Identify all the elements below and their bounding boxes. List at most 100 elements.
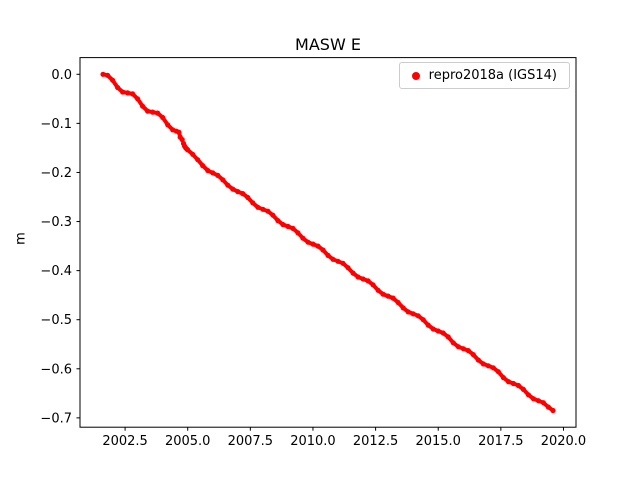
data-point [350, 270, 356, 276]
data-point [520, 386, 527, 392]
y-tick-label: −0.2 [40, 166, 72, 181]
data-point [440, 330, 446, 336]
data-point [500, 375, 506, 381]
y-tick-label: −0.7 [40, 411, 72, 426]
data-point [200, 163, 206, 169]
x-tick-label: 2007.5 [228, 434, 274, 449]
data-point [445, 334, 451, 340]
data-point [225, 182, 231, 188]
data-point [145, 108, 151, 114]
data-point [470, 352, 476, 358]
x-tick-label: 2010.0 [290, 434, 336, 449]
data-point [415, 313, 421, 319]
data-point [205, 167, 211, 174]
data-point [525, 392, 532, 398]
y-tick-label: 0.0 [51, 68, 72, 83]
data-point [295, 230, 301, 236]
data-point [190, 151, 196, 157]
data-point [540, 400, 547, 406]
data-point [150, 109, 156, 115]
x-tick-label: 2005.0 [165, 434, 211, 449]
data-point [335, 258, 341, 264]
data-point [435, 328, 441, 334]
data-point [110, 77, 116, 83]
data-point [155, 110, 161, 116]
data-point [320, 247, 326, 253]
data-point [365, 278, 371, 284]
data-point [405, 309, 411, 315]
data-point [135, 96, 141, 102]
data-point [176, 129, 182, 135]
data-point [195, 157, 201, 163]
data-point [325, 252, 331, 258]
data-point [290, 225, 296, 231]
data-point [280, 221, 286, 228]
data-point [160, 114, 166, 121]
data-point [115, 84, 121, 91]
data-point [250, 200, 256, 206]
data-point [450, 340, 456, 346]
x-tick-label: 2020.0 [541, 434, 587, 449]
data-point [355, 274, 361, 280]
data-point [550, 407, 556, 414]
data-point [495, 369, 501, 375]
data-point [465, 348, 471, 354]
legend-label: repro2018a (IGS14) [428, 68, 557, 83]
data-point [380, 291, 386, 297]
data-point [305, 239, 311, 245]
data-point [210, 170, 216, 176]
y-tick-label: −0.5 [40, 313, 72, 328]
data-point [230, 186, 236, 192]
data-point [330, 256, 336, 262]
data-point [360, 276, 366, 282]
x-tick-label: 2017.5 [478, 434, 524, 449]
data-point [490, 365, 496, 371]
data-point [265, 208, 271, 214]
data-point [315, 243, 321, 249]
legend-marker-icon [411, 71, 420, 80]
x-tick-label: 2015.0 [415, 434, 461, 449]
data-point [130, 91, 136, 97]
data-point [120, 89, 126, 95]
data-point [105, 72, 111, 78]
plot-title: MASW E [295, 35, 361, 54]
data-point [455, 344, 461, 350]
data-point [245, 194, 251, 201]
data-point [165, 122, 171, 128]
data-point [485, 363, 491, 369]
data-point [425, 322, 431, 328]
data-point [300, 235, 306, 241]
data-point [185, 147, 191, 153]
data-point [270, 212, 276, 218]
data-point [125, 90, 131, 96]
data-point [255, 204, 261, 210]
data-point [345, 265, 351, 271]
data-point [375, 287, 381, 293]
data-point [390, 295, 396, 301]
data-point [420, 317, 426, 323]
y-tick-label: −0.1 [40, 117, 72, 132]
data-point [385, 293, 391, 299]
data-point [475, 357, 481, 363]
data-point [260, 206, 266, 212]
x-tick-label: 2012.5 [353, 434, 399, 449]
data-point [430, 326, 436, 332]
data-point [510, 380, 516, 387]
y-tick-label: −0.6 [40, 362, 72, 377]
data-point [140, 103, 146, 109]
x-tick-label: 2002.5 [102, 434, 148, 449]
data-point [220, 177, 226, 183]
data-point [310, 241, 316, 247]
data-point [100, 71, 106, 77]
legend: repro2018a (IGS14) [398, 62, 570, 89]
axes-frame [79, 57, 577, 428]
data-point [179, 137, 185, 143]
data-point [340, 260, 346, 266]
data-point [285, 223, 291, 229]
data-point [545, 404, 552, 410]
data-point [535, 398, 542, 404]
data-point [240, 191, 246, 197]
data-point [215, 172, 221, 178]
